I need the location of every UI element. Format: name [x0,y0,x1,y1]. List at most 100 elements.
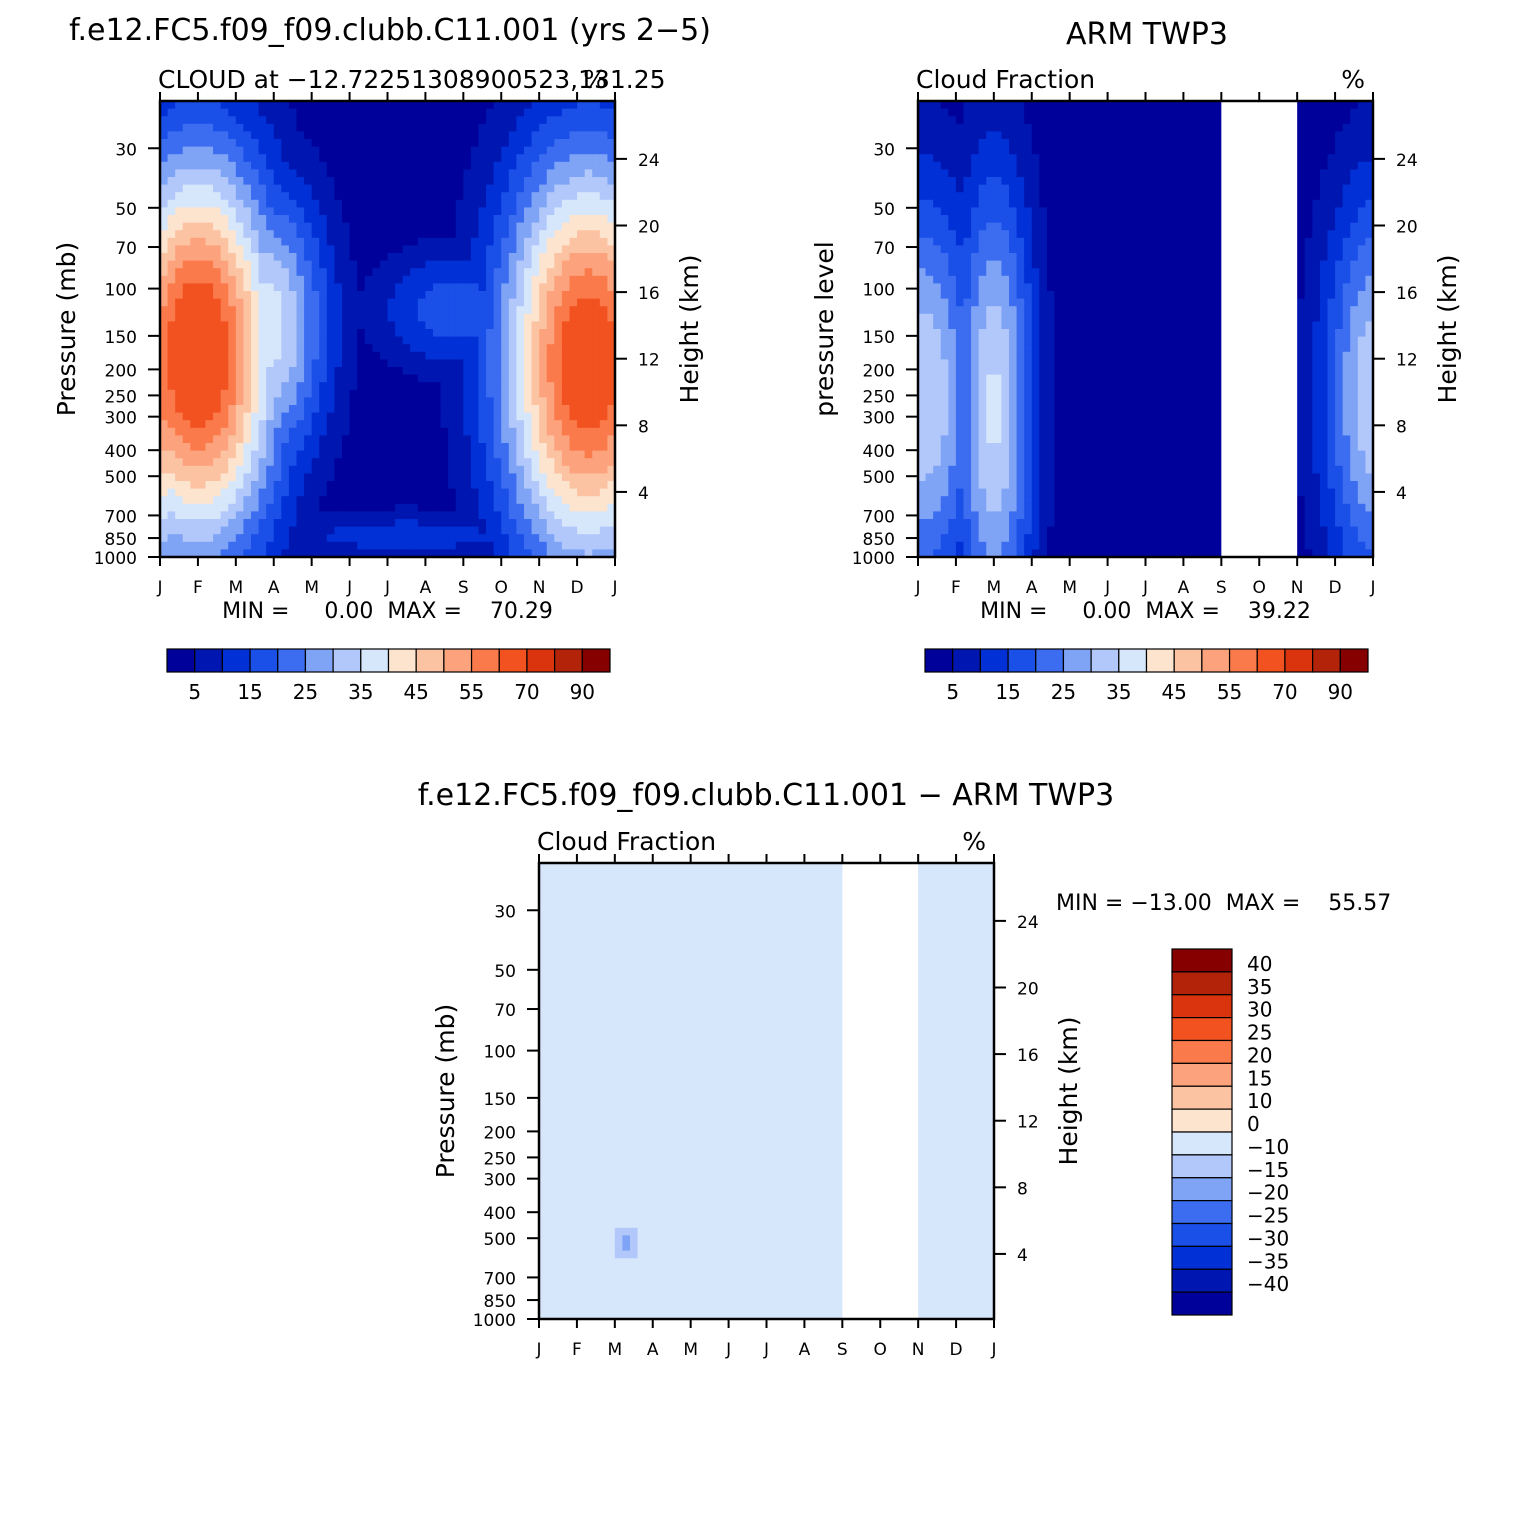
contour-cell [235,503,245,512]
contour-cell [561,245,571,254]
contour-cell [1039,412,1048,421]
contour-cell [220,161,229,170]
contour-cell [167,450,176,459]
contour-cell [948,367,957,376]
contour-cell [342,405,351,414]
contour-cell [334,230,343,239]
contour-cell [433,291,442,300]
contour-cell [251,488,260,497]
contour-cell [182,101,191,110]
contour-cell [1001,359,1010,368]
contour-cell [304,146,313,155]
contour-cell [986,443,995,452]
contour-cell [455,374,464,383]
contour-cell [448,481,457,490]
contour-cell [410,374,419,383]
contour-cell [470,116,480,125]
contour-cell [948,207,957,216]
contour-cell [235,139,245,148]
contour-cell [948,313,957,322]
contour-cell [417,541,427,550]
contour-cell [539,427,548,436]
contour-cell [592,275,601,284]
contour-cell [213,199,222,208]
contour-cell [197,230,207,239]
contour-cell [561,268,571,277]
contour-cell [955,184,965,193]
contour-cell [395,131,404,140]
contour-cell [364,215,373,224]
contour-cell [160,382,169,391]
contour-cell [1024,321,1033,330]
contour-cell [1069,199,1078,208]
contour-cell [493,488,502,497]
contour-cell [1024,481,1033,490]
contour-cell [395,359,404,368]
contour-cell [569,443,578,452]
contour-cell [948,192,957,201]
contour-cell [197,427,207,436]
contour-cell [1016,329,1025,338]
contour-cell [1001,154,1010,163]
contour-cell [334,473,343,482]
contour-cell [266,351,275,360]
contour-cell [235,298,245,307]
contour-cell [963,549,972,558]
contour-cell [1054,298,1063,307]
contour-cell [213,192,222,201]
contour-cell [1046,253,1056,262]
contour-cell [167,215,176,224]
contour-cell [607,541,616,550]
contour-cell [1031,298,1040,307]
contour-cell [925,177,934,186]
contour-cell [281,473,290,482]
contour-cell [546,275,555,284]
contour-cell [220,192,229,201]
contour-cell [1069,177,1078,186]
contour-cell [470,245,480,254]
contour-cell [978,481,987,490]
contour-cell [243,260,252,269]
contour-cell [167,108,176,117]
contour-cell [493,450,502,459]
x-tick-label: J [156,578,162,598]
contour-cell [508,511,518,520]
contour-cell [175,283,184,292]
contour-cell [561,397,571,406]
contour-cell [387,161,396,170]
contour-cell [1009,108,1018,117]
contour-cell [160,420,169,429]
contour-cell [417,169,427,178]
contour-cell [516,496,525,505]
contour-cell [235,351,245,360]
contour-cell [486,435,495,444]
contour-cell [963,177,972,186]
contour-cell [531,275,540,284]
contour-cell [205,465,214,474]
contour-cell [190,108,199,117]
contour-cell [933,199,942,208]
contour-cell [402,412,411,421]
contour-cell [1031,275,1040,284]
contour-cell [1024,177,1033,186]
y-right-tick-label: 4 [638,484,649,504]
contour-cell [395,283,404,292]
contour-cell [546,549,555,558]
contour-cell [402,123,411,132]
contour-cell [463,123,472,132]
contour-cell [486,351,495,360]
contour-cell [501,192,510,201]
contour-cell [311,283,320,292]
contour-cell [266,192,275,201]
contour-cell [410,199,419,208]
contour-cell [508,169,518,178]
contour-cell [1039,108,1048,117]
contour-cell [599,237,609,246]
contour-cell [402,511,411,520]
contour-cell [220,405,229,414]
contour-cell [433,260,442,269]
contour-cell [220,496,229,505]
contour-cell [493,374,502,383]
contour-cell [342,275,351,284]
contour-cell [501,397,510,406]
